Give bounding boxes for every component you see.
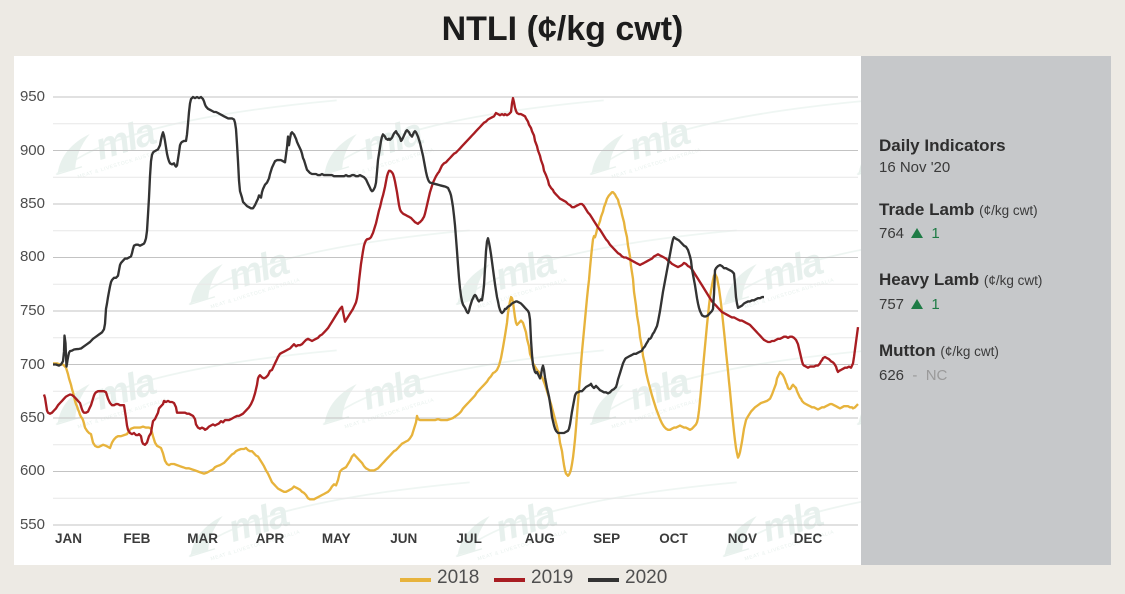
svg-text:APR: APR [256, 531, 285, 546]
svg-text:MAR: MAR [187, 531, 218, 546]
svg-text:JUN: JUN [390, 531, 417, 546]
svg-text:JUL: JUL [456, 531, 482, 546]
svg-text:JAN: JAN [55, 531, 82, 546]
svg-text:SEP: SEP [593, 531, 620, 546]
svg-text:OCT: OCT [659, 531, 688, 546]
svg-text:DEC: DEC [794, 531, 823, 546]
svg-text:NOV: NOV [728, 531, 757, 546]
svg-text:AUG: AUG [525, 531, 555, 546]
svg-text:MAY: MAY [322, 531, 351, 546]
svg-text:FEB: FEB [123, 531, 150, 546]
